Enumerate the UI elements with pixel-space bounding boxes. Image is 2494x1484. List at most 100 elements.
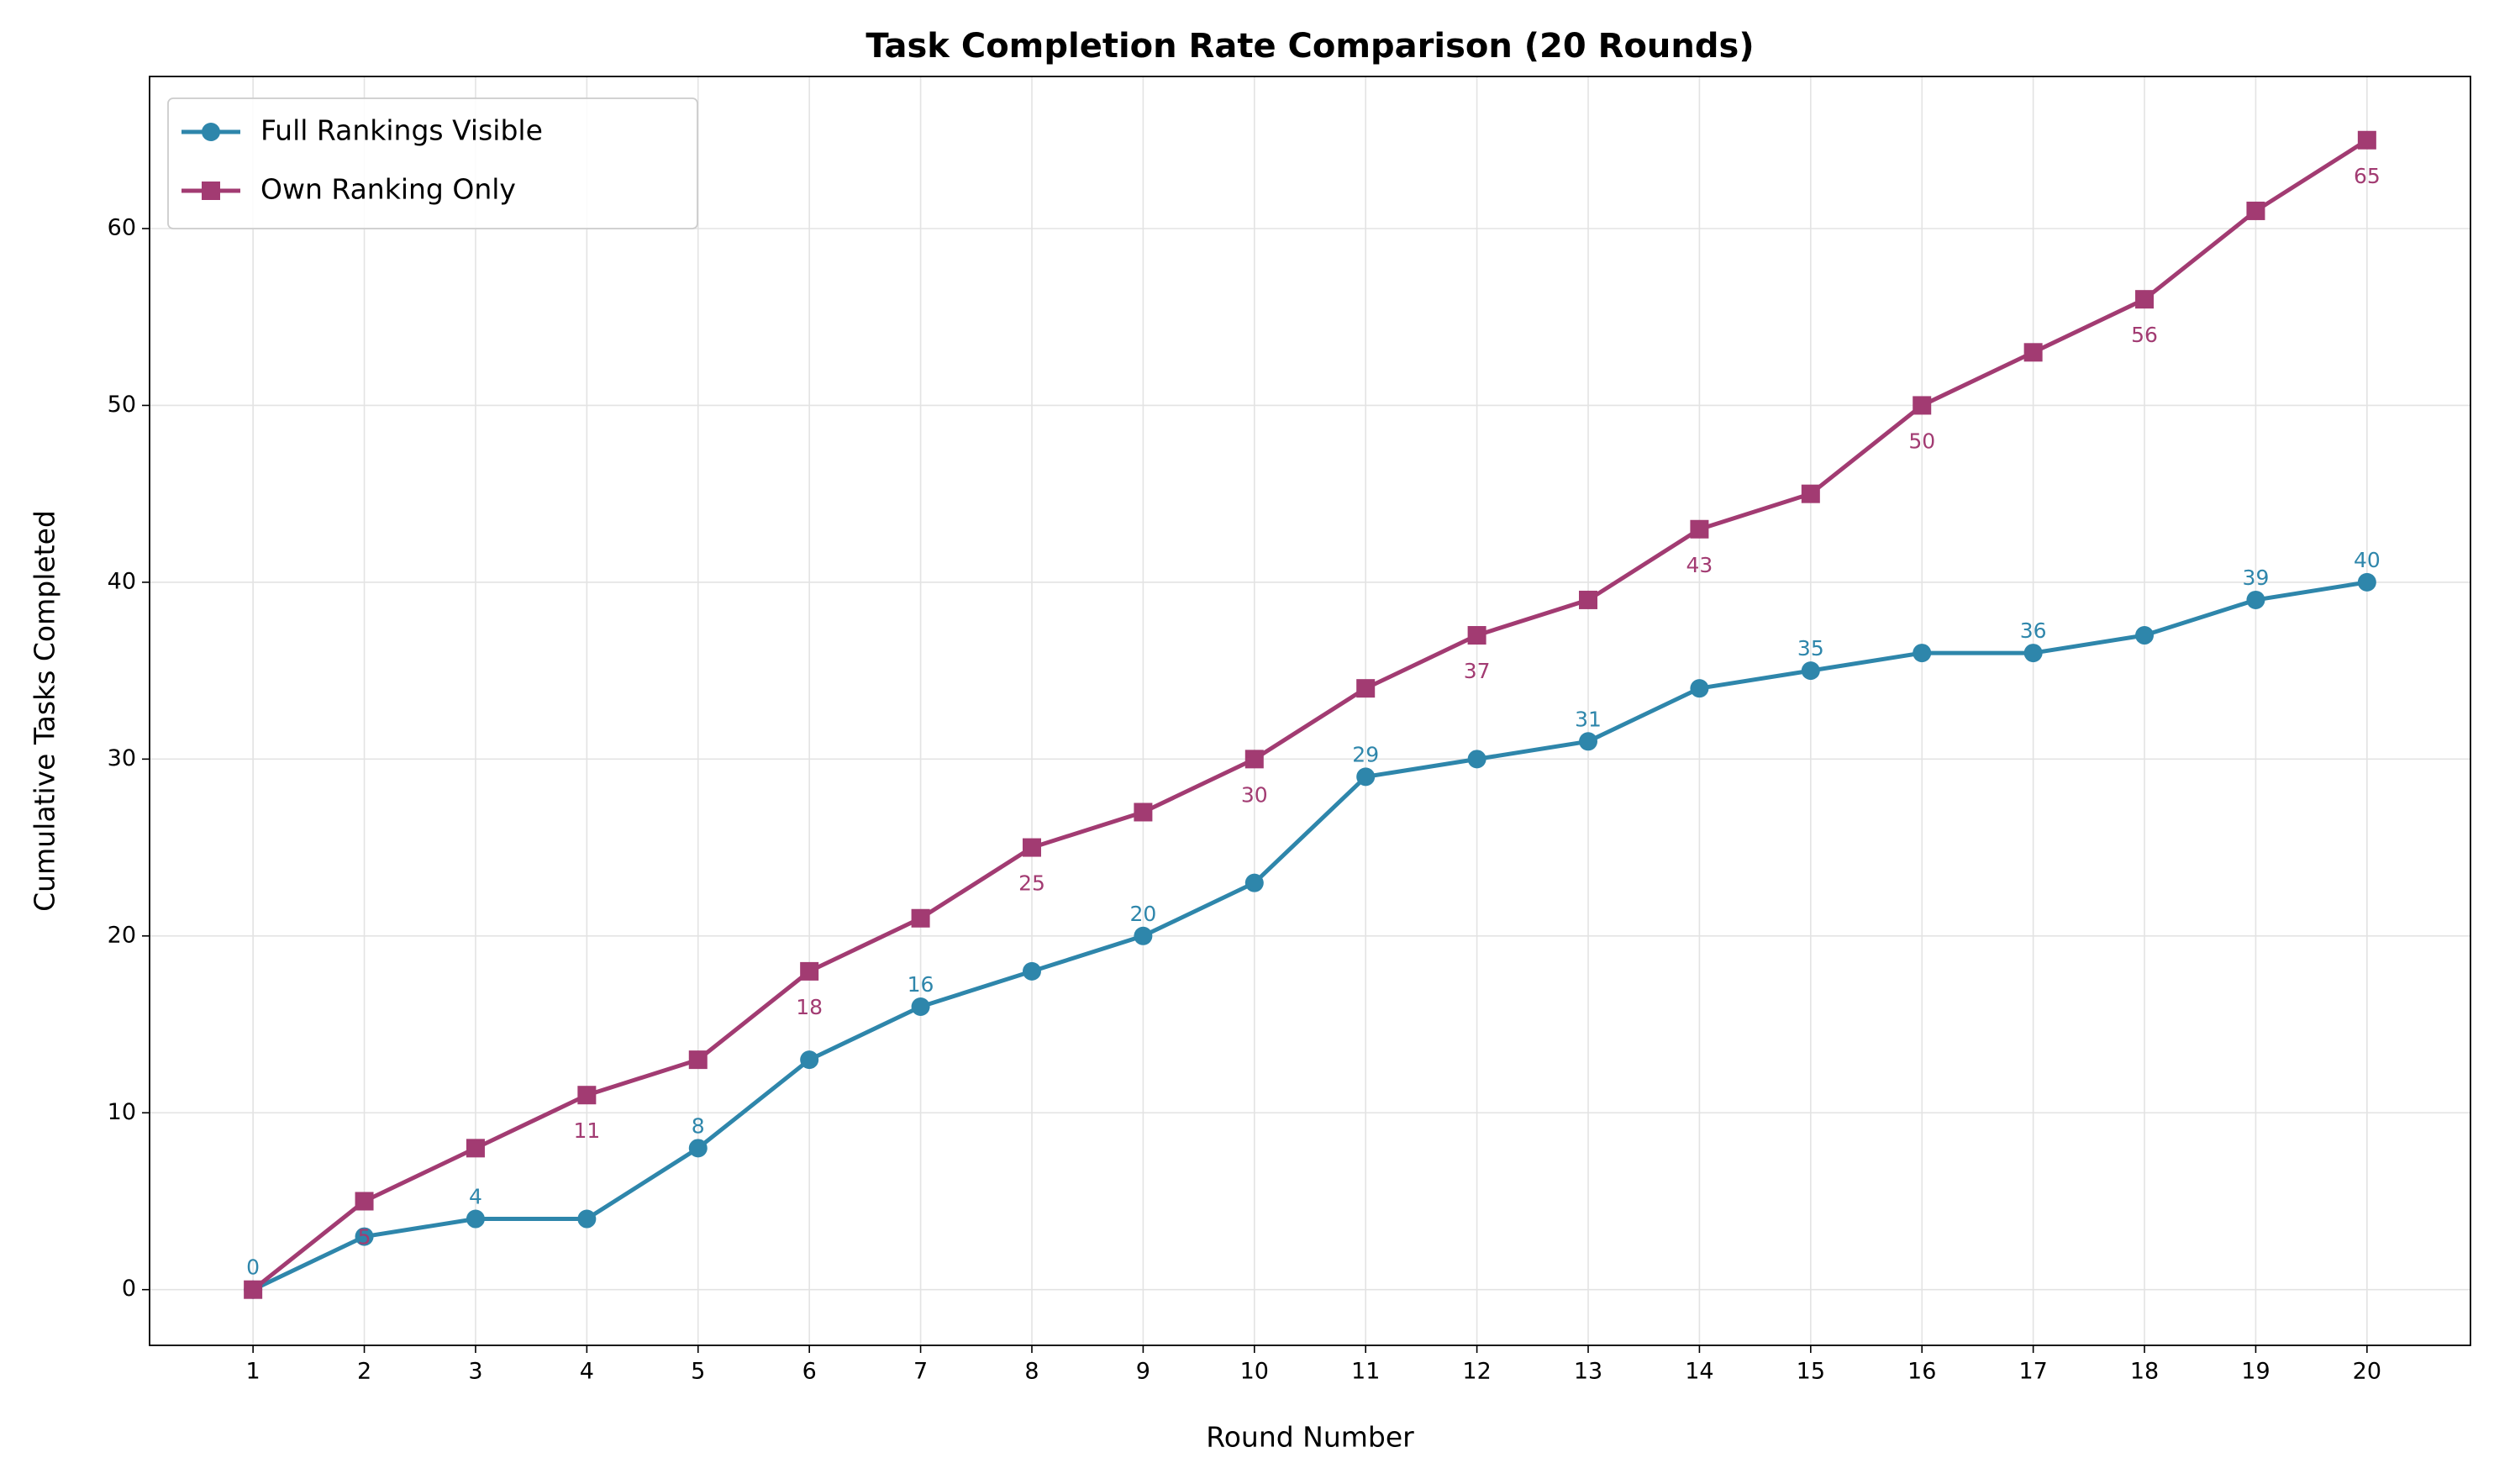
marker xyxy=(2023,343,2043,362)
data-label: 31 xyxy=(1575,707,1602,731)
x-tick-label: 5 xyxy=(691,1359,705,1385)
x-tick-label: 16 xyxy=(1907,1359,1936,1385)
legend-marker xyxy=(202,123,220,141)
x-tick-label: 15 xyxy=(1797,1359,1825,1385)
x-tick-label: 8 xyxy=(1024,1359,1039,1385)
y-tick-label: 60 xyxy=(108,214,136,240)
marker xyxy=(911,997,930,1016)
x-tick-label: 4 xyxy=(580,1359,594,1385)
y-tick-label: 0 xyxy=(122,1276,136,1302)
line xyxy=(252,580,2368,1292)
x-tick-label: 1 xyxy=(246,1359,260,1385)
data-label: 25 xyxy=(1018,871,1045,896)
y-tick-label: 40 xyxy=(108,568,136,594)
x-tick-label: 20 xyxy=(2353,1359,2381,1385)
legend-label: Full Rankings Visible xyxy=(260,114,543,147)
marker xyxy=(1467,750,1486,769)
plot-frame xyxy=(149,76,2471,1346)
y-tick-label: 10 xyxy=(108,1099,136,1125)
x-tick-label: 17 xyxy=(2018,1359,2047,1385)
chart-title: Task Completion Rate Comparison (20 Roun… xyxy=(866,27,1754,66)
marker xyxy=(355,1227,374,1246)
marker xyxy=(2246,590,2265,609)
marker xyxy=(800,961,819,981)
data-label: 16 xyxy=(908,972,934,997)
y-axis-label: Cumulative Tasks Completed xyxy=(29,510,61,912)
marker xyxy=(466,1139,485,1158)
data-label: 43 xyxy=(1686,553,1713,577)
marker xyxy=(688,1139,708,1158)
marker xyxy=(2246,201,2265,220)
x-tick-label: 3 xyxy=(468,1359,482,1385)
marker xyxy=(1579,590,1598,609)
marker xyxy=(2135,626,2155,645)
marker xyxy=(577,1086,597,1105)
marker xyxy=(1356,679,1376,698)
line xyxy=(251,138,2369,1292)
marker xyxy=(1244,750,1264,769)
x-tick-label: 14 xyxy=(1685,1359,1713,1385)
data-label: 20 xyxy=(1129,902,1156,926)
marker xyxy=(1134,803,1153,822)
y-tick-label: 30 xyxy=(108,745,136,771)
marker xyxy=(1690,679,1709,698)
y-tick-label: 50 xyxy=(108,392,136,418)
data-label: 50 xyxy=(1908,429,1935,453)
data-label: 4 xyxy=(469,1185,482,1209)
marker xyxy=(244,1280,263,1299)
marker xyxy=(1022,838,1041,857)
marker xyxy=(2135,290,2155,309)
x-tick-label: 6 xyxy=(802,1359,817,1385)
y-tick-label: 20 xyxy=(108,922,136,948)
data-label: 0 xyxy=(246,1255,260,1280)
x-tick-label: 19 xyxy=(2241,1359,2270,1385)
x-tick-label: 2 xyxy=(357,1359,371,1385)
marker xyxy=(1801,484,1820,503)
marker xyxy=(1022,961,1041,981)
data-label: 37 xyxy=(1464,659,1491,683)
marker xyxy=(1467,626,1486,645)
x-tick-label: 7 xyxy=(913,1359,928,1385)
x-axis-label: Round Number xyxy=(1206,1421,1414,1454)
legend-box xyxy=(167,97,698,229)
x-tick-label: 13 xyxy=(1574,1359,1602,1385)
marker xyxy=(2357,572,2376,592)
x-tick-label: 18 xyxy=(2130,1359,2159,1385)
marker xyxy=(688,1050,708,1070)
marker xyxy=(1244,873,1264,892)
marker xyxy=(800,1050,819,1070)
marker xyxy=(1690,519,1709,539)
legend-label: Own Ranking Only xyxy=(260,173,516,206)
data-label: 29 xyxy=(1352,742,1379,766)
data-label: 65 xyxy=(2354,164,2381,188)
data-label: 5 xyxy=(358,1224,371,1249)
marker xyxy=(1801,661,1820,681)
data-label: 35 xyxy=(1797,636,1824,660)
marker xyxy=(2357,130,2376,150)
x-tick-label: 10 xyxy=(1240,1359,1269,1385)
x-tick-label: 11 xyxy=(1351,1359,1380,1385)
marker xyxy=(355,1192,374,1211)
data-label: 40 xyxy=(2354,548,2381,572)
data-label: 39 xyxy=(2243,566,2270,590)
marker xyxy=(577,1209,597,1229)
marker xyxy=(466,1209,485,1229)
marker xyxy=(1579,732,1598,751)
x-tick-label: 9 xyxy=(1136,1359,1150,1385)
x-tick-label: 12 xyxy=(1462,1359,1491,1385)
marker xyxy=(1356,767,1376,787)
data-label: 56 xyxy=(2131,323,2158,347)
data-label: 8 xyxy=(692,1113,705,1138)
marker xyxy=(2023,644,2043,663)
marker xyxy=(1913,396,1932,415)
legend-marker xyxy=(202,182,220,200)
marker xyxy=(911,908,930,928)
marker xyxy=(1134,926,1153,945)
data-label: 36 xyxy=(2020,618,2047,643)
data-label: 18 xyxy=(796,995,823,1019)
data-label: 30 xyxy=(1241,782,1268,807)
marker xyxy=(1913,644,1932,663)
data-label: 11 xyxy=(573,1118,600,1143)
